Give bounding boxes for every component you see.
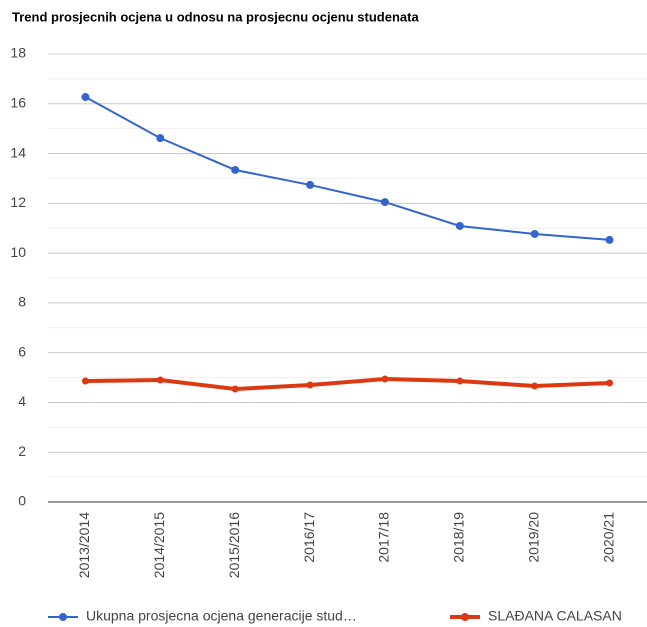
point (306, 381, 314, 389)
point (306, 180, 315, 189)
x-tick-label: 2014/2015 (151, 512, 167, 578)
y-tick-label: 2 (18, 443, 26, 459)
series-line (84, 96, 610, 241)
point (231, 165, 240, 174)
y-tick-label: 16 (10, 94, 26, 110)
legend-dot (59, 613, 67, 621)
point (455, 221, 464, 230)
y-tick-label: 0 (18, 493, 26, 509)
point (456, 377, 464, 385)
y-tick-label: 4 (18, 393, 26, 409)
y-tick-label: 8 (18, 294, 26, 310)
x-tick-label: 2017/18 (376, 512, 392, 563)
chart-title: Trend prosjecnih ocjena u odnosu na pros… (12, 9, 419, 24)
legend-dot (461, 613, 469, 621)
x-tick-label: 2020/21 (600, 512, 616, 563)
point (380, 198, 389, 207)
legend-label: Ukupna prosjecna ocjena generacije stud… (86, 608, 357, 624)
y-tick-label: 6 (18, 343, 26, 359)
point (81, 93, 90, 102)
point (530, 229, 539, 238)
x-tick-label: 2019/20 (525, 512, 541, 563)
point (81, 377, 89, 385)
point (605, 235, 614, 244)
x-tick-label: 2016/17 (301, 512, 317, 563)
x-tick-label: 2013/2014 (76, 512, 92, 578)
legend-label: SLAĐANA CALASAN (488, 608, 622, 624)
series-line (85, 377, 610, 392)
y-tick-label: 14 (10, 144, 26, 160)
x-tick-label: 2015/2016 (226, 512, 242, 578)
y-tick-label: 18 (10, 45, 26, 61)
x-tick-label: 2018/19 (451, 512, 467, 563)
y-tick-label: 12 (10, 194, 26, 210)
point (231, 385, 239, 393)
point (606, 379, 614, 387)
point (531, 382, 539, 390)
point (156, 376, 164, 384)
y-tick-label: 10 (10, 244, 26, 260)
point (381, 375, 389, 383)
point (156, 134, 165, 143)
